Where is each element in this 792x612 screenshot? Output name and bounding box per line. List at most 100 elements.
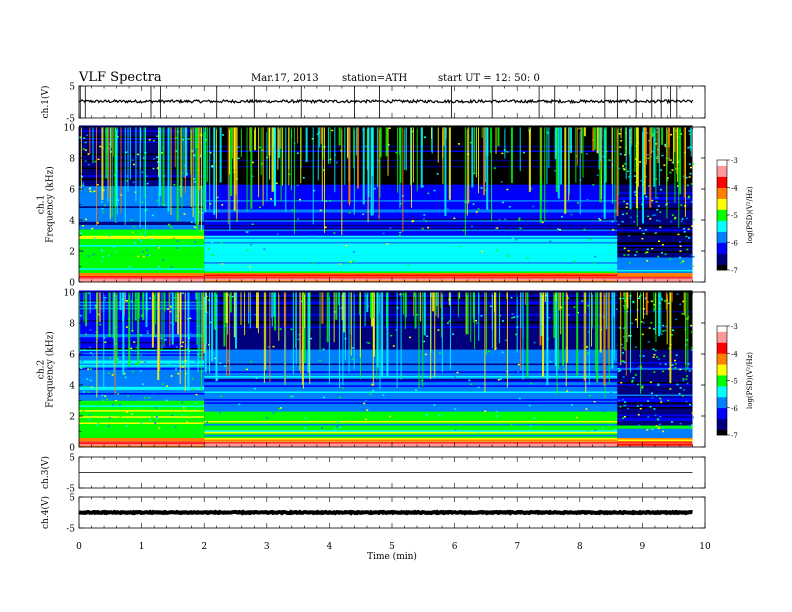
spectrogram-row <box>204 417 618 420</box>
spectrogram-speck <box>608 159 611 161</box>
spectrogram-row <box>204 324 618 327</box>
spectrogram-speck <box>686 184 689 187</box>
spectrogram-speck <box>141 251 144 253</box>
sferic-streak <box>414 292 416 297</box>
spectrogram-speck <box>118 404 121 406</box>
spectrogram-row <box>204 264 618 267</box>
spectrogram-speck <box>116 251 119 253</box>
sferic-streak <box>526 292 529 378</box>
colorbar-cell <box>717 198 727 201</box>
powerline-band <box>79 441 693 444</box>
spectrogram-row <box>204 216 618 219</box>
spectrogram-row <box>617 319 693 322</box>
spectrogram-speck <box>388 127 391 129</box>
spectrogram-speck <box>181 138 184 141</box>
spectrogram-speck <box>586 198 589 201</box>
colorbar-cell <box>717 413 727 416</box>
sferic-streak <box>443 127 445 146</box>
spectrogram-row <box>617 299 693 302</box>
sferic-streak <box>302 292 304 389</box>
sferic-streak <box>568 127 570 201</box>
colorbar-cell <box>717 200 727 203</box>
spectrogram-row <box>79 170 205 173</box>
colorbar-cell <box>717 229 727 232</box>
sferic-streak <box>278 127 281 150</box>
spectrogram-row <box>617 402 693 404</box>
spectrogram-row <box>617 426 693 429</box>
spectrogram-speck <box>163 263 166 266</box>
spectrogram-speck <box>663 355 666 357</box>
sferic-streak <box>143 127 145 198</box>
spectrogram-speck <box>181 341 184 344</box>
spectrogram-speck <box>94 160 97 163</box>
spectrogram-row <box>617 218 693 221</box>
y-tick-label: -5 <box>66 525 75 535</box>
spectrogram-speck <box>646 429 649 431</box>
colorbar-cell <box>717 222 727 225</box>
spectrogram-speck <box>438 414 441 417</box>
waveform-trace <box>78 509 693 516</box>
spectrogram-row <box>79 341 205 344</box>
spectrogram-row <box>204 229 618 232</box>
sferic-streak <box>645 292 648 316</box>
spectrogram-speck <box>139 334 142 336</box>
sferic-streak <box>319 127 321 148</box>
spectrogram-row <box>79 312 205 314</box>
spectrogram-row <box>204 310 618 313</box>
spectrogram-speck <box>311 235 314 237</box>
spectrogram-speck <box>92 246 95 249</box>
spectrogram-row <box>617 125 693 128</box>
sferic-streak <box>558 292 560 369</box>
spectrogram-row <box>79 199 205 202</box>
spectrogram-speck <box>554 170 557 172</box>
spectrogram-speck <box>107 372 110 374</box>
spectrogram-speck <box>624 163 627 165</box>
spectrogram-speck <box>180 345 183 348</box>
spectrogram-row <box>79 371 205 373</box>
sferic-streak <box>348 292 350 373</box>
spectrogram-speck <box>157 193 160 195</box>
spectrogram-speck <box>318 395 321 398</box>
spectrogram-speck <box>141 201 144 203</box>
colorbar-cell <box>717 205 727 209</box>
colorbar-cell <box>717 260 727 264</box>
spectrogram-speck <box>140 315 143 317</box>
spectrogram-speck <box>138 238 141 241</box>
y-tick-label: 8 <box>69 155 75 165</box>
spectrogram-speck <box>641 229 644 232</box>
sferic-streak <box>174 127 176 168</box>
spectrogram-row <box>617 209 693 211</box>
spectrogram-row <box>204 397 618 400</box>
sferic-streak <box>540 292 543 336</box>
spectrogram-speck <box>518 219 521 221</box>
sferic-streak <box>356 127 359 189</box>
spectrogram-speck <box>448 320 451 323</box>
spectrogram-row <box>79 420 205 423</box>
colorbar-tick-label: -5 <box>731 378 738 386</box>
spectrogram-speck <box>647 215 650 218</box>
spectrogram-row <box>617 269 693 272</box>
spectrogram-row <box>617 204 693 207</box>
spectrogram-row <box>617 235 693 238</box>
y-tick-label: 0 <box>69 444 75 454</box>
sferic-streak <box>544 292 546 303</box>
sferic-streak <box>103 292 105 387</box>
header-title: VLF Spectra <box>79 70 162 85</box>
sferic-streak <box>377 127 379 188</box>
spectrogram-row <box>617 223 693 225</box>
spectrogram-row <box>79 258 205 261</box>
spectrogram-speck <box>201 211 204 214</box>
sferic-streak <box>655 127 657 199</box>
spectrogram-speck <box>638 295 641 298</box>
spectrogram-speck <box>601 427 604 429</box>
spectrogram-speck <box>679 368 682 371</box>
spectrogram-row <box>204 395 618 398</box>
spectrogram-row <box>79 190 205 193</box>
sferic-streak <box>631 127 633 146</box>
spectrogram-row <box>204 296 618 299</box>
spectrogram-speck <box>620 343 623 346</box>
sferic-streak <box>565 292 567 387</box>
sferic-streak <box>321 292 324 324</box>
sferic-streak <box>326 292 329 342</box>
colorbar-cell <box>717 355 727 358</box>
